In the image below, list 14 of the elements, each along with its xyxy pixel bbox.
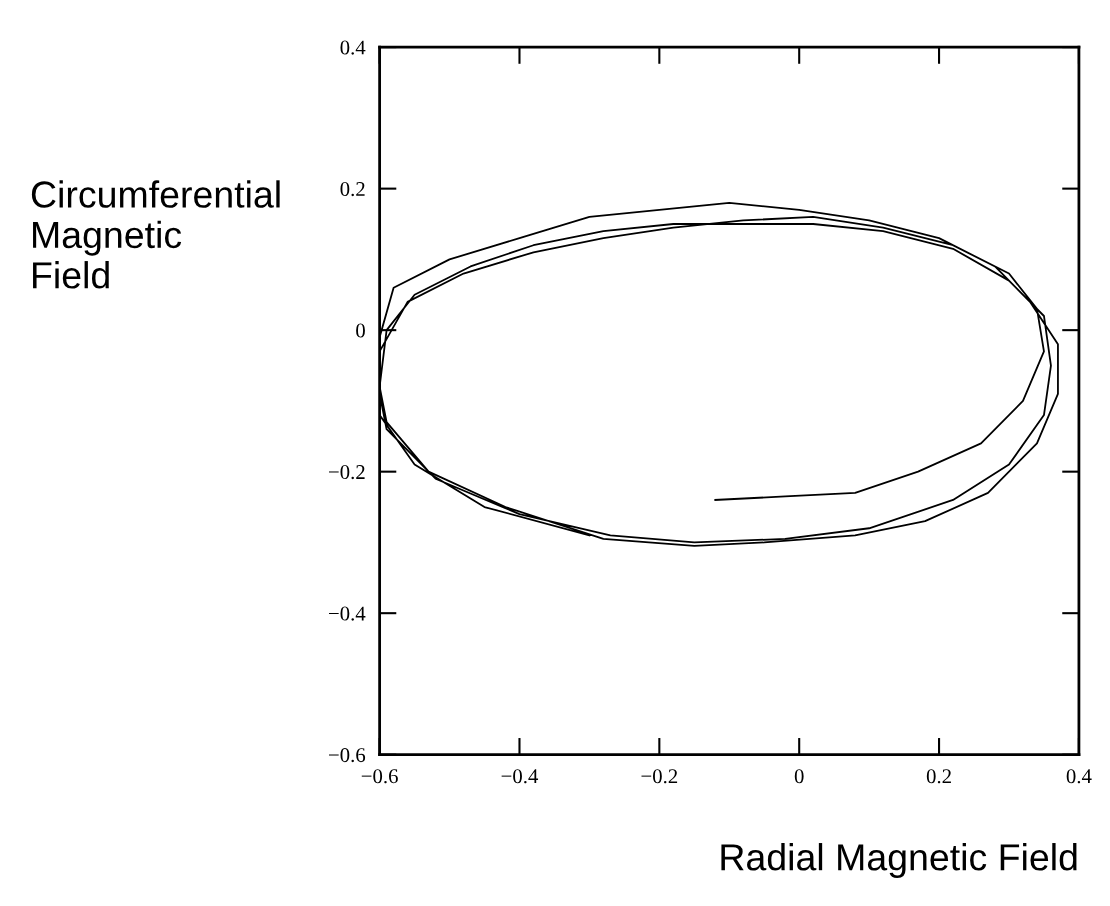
y-tick-label: 0.4 <box>340 40 366 55</box>
y-axis-title: Circumferential Magnetic Field <box>31 180 280 289</box>
y-tick-label: −0.2 <box>328 465 365 480</box>
x-tick-label: 0.2 <box>926 769 951 784</box>
x-axis-title: Radial Magnetic Field <box>721 843 1077 878</box>
y-tick-label: 0 <box>356 323 365 338</box>
x-tick-label: −0.6 <box>361 769 398 784</box>
y-tick-label: 0.2 <box>340 182 365 197</box>
x-tick-label: 0 <box>794 769 804 784</box>
y-tick-label: −0.6 <box>328 748 366 763</box>
x-tick-label: −0.4 <box>501 769 539 784</box>
y-tick-label: −0.4 <box>328 606 366 621</box>
x-tick-label: 0.4 <box>1066 769 1092 784</box>
x-tick-label: −0.2 <box>641 769 678 784</box>
